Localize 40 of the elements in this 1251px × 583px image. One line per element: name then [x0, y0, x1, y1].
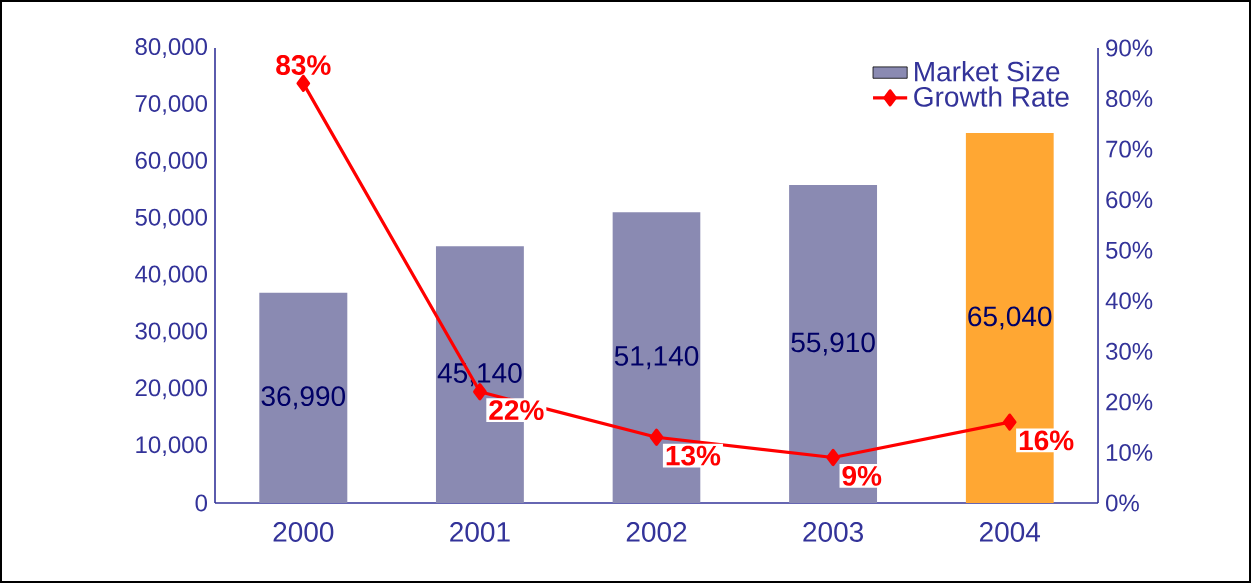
x-tick-label: 2002	[626, 522, 687, 542]
x-tick-label: 2001	[450, 522, 510, 542]
y2-tick-label: 70%	[1106, 140, 1153, 158]
y2-tick-label: 30%	[1105, 342, 1153, 360]
data-label: 36,990	[261, 386, 346, 410]
y-tick-label: 40,000	[135, 265, 207, 286]
y2-tick-label: 20%	[1106, 393, 1153, 411]
x-tick-label: 2000	[273, 522, 334, 542]
point	[649, 428, 664, 446]
data-label: 16%	[1019, 430, 1074, 451]
y-tick-label: 50,000	[135, 208, 207, 229]
y-tick-label: 10,000	[136, 436, 207, 457]
point	[296, 74, 311, 92]
data-label: 13%	[666, 445, 721, 466]
point	[826, 448, 840, 467]
data-label: 55,910	[791, 332, 875, 356]
x-tick-label: 2003	[803, 522, 863, 542]
data-label: 65,040	[968, 306, 1052, 330]
y-tick-label: 70,000	[135, 94, 207, 115]
y2-tick-label: 0%	[1106, 494, 1139, 512]
y2-tick-label: 80%	[1106, 90, 1153, 108]
y2-tick-label: 50%	[1106, 241, 1153, 259]
data-label: 22%	[489, 400, 544, 420]
legend-label: Growth Rate	[914, 86, 1069, 107]
y2-tick-label: 60%	[1106, 191, 1153, 209]
x-tick-label: 2004	[979, 522, 1041, 542]
y2-tick-label: 10%	[1106, 443, 1153, 461]
data-label: 51,140	[614, 345, 699, 370]
point	[1002, 413, 1017, 431]
y-tick-label: 30,000	[135, 322, 207, 343]
bar	[259, 292, 348, 503]
y-tick-label: 80,000	[135, 38, 207, 58]
legend-label: Market Size	[915, 60, 1060, 82]
y2-tick-label: 40%	[1105, 292, 1153, 310]
y2-tick-label: 90%	[1106, 39, 1153, 57]
y-tick-label: 0	[195, 494, 208, 512]
y-tick-label: 60,000	[135, 151, 207, 172]
y-tick-label: 20,000	[135, 379, 207, 400]
data-label: 9%	[842, 465, 882, 486]
data-label: 83%	[276, 55, 331, 75]
